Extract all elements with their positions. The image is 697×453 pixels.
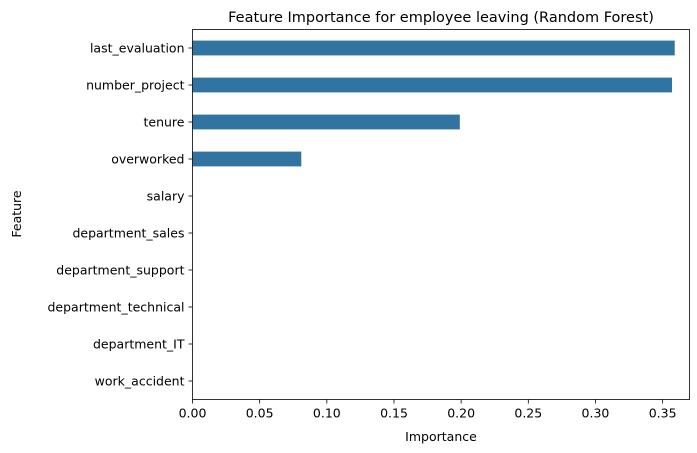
- x-tick-label: 0.20: [447, 406, 475, 421]
- y-axis-label: Feature: [9, 190, 24, 238]
- bars-group: [192, 40, 675, 167]
- bar-number_project: [192, 77, 673, 93]
- bar-tenure: [192, 114, 460, 130]
- y-tick-label: salary: [147, 189, 185, 204]
- x-tick-label: 0.35: [649, 406, 677, 421]
- y-tick-label: work_accident: [95, 374, 185, 389]
- y-tick-label: department_IT: [93, 337, 185, 352]
- chart-title: Feature Importance for employee leaving …: [228, 10, 654, 26]
- y-tick-label: department_technical: [48, 300, 185, 315]
- bar-last_evaluation: [192, 40, 675, 56]
- y-tick-label: overworked: [111, 152, 184, 167]
- x-tick-label: 0.10: [313, 406, 341, 421]
- x-tick-label: 0.05: [246, 406, 274, 421]
- x-tick-label: 0.15: [380, 406, 408, 421]
- x-tick-label: 0.30: [582, 406, 610, 421]
- y-tick-label: tenure: [144, 115, 185, 130]
- y-tick-label: department_sales: [72, 226, 184, 241]
- x-tick-label: 0.00: [179, 406, 207, 421]
- x-tick-group: 0.00 0.05 0.10 0.15 0.20 0.25 0.30 0.35: [179, 399, 677, 421]
- plot-frame: [192, 29, 690, 400]
- y-tick-label: last_evaluation: [90, 41, 185, 56]
- x-axis-label: Importance: [405, 429, 477, 444]
- x-tick-label: 0.25: [514, 406, 542, 421]
- y-tick-label: number_project: [86, 78, 185, 93]
- bar-overworked: [192, 151, 302, 167]
- y-tick-label: department_support: [56, 263, 184, 278]
